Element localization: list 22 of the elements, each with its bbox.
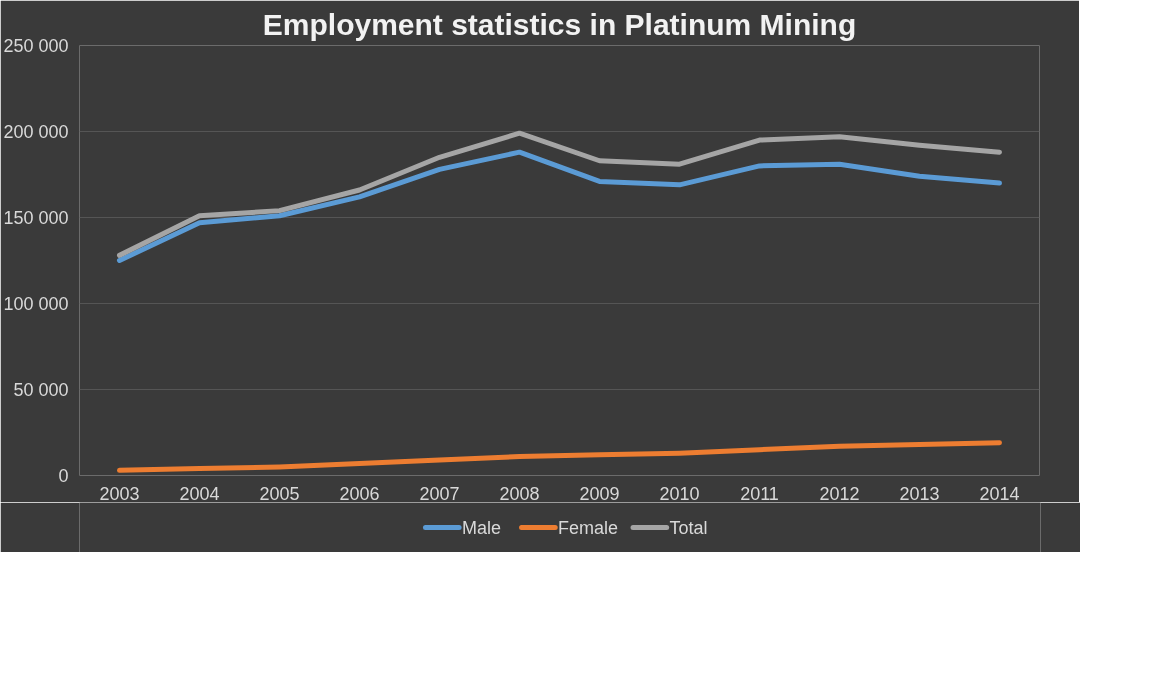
x-tick-label: 2008 <box>499 483 540 504</box>
x-tick-label: 2011 <box>740 483 779 504</box>
x-tick-label: 2014 <box>979 483 1020 504</box>
x-tick-label: 2006 <box>339 483 380 504</box>
chart-title: Employment statistics in Platinum Mining <box>262 7 857 41</box>
x-tick-label: 2009 <box>579 483 620 504</box>
y-tick-label: 50 000 <box>13 379 69 400</box>
x-tick-label: 2012 <box>819 483 860 504</box>
legend-label: Male <box>461 517 501 538</box>
x-tick-label: 2003 <box>99 483 140 504</box>
x-tick-label: 2013 <box>899 483 940 504</box>
x-tick-label: 2007 <box>419 483 460 504</box>
x-tick-label: 2004 <box>179 483 220 504</box>
legend-label: Total <box>669 517 708 538</box>
y-tick-label: 100 000 <box>3 293 69 314</box>
legend-label: Female <box>558 517 619 538</box>
y-tick-label: 150 000 <box>3 207 69 228</box>
x-tick-label: 2010 <box>659 483 700 504</box>
y-tick-label: 0 <box>58 465 69 486</box>
y-tick-label: 250 000 <box>3 35 69 56</box>
y-tick-label: 200 000 <box>3 121 69 142</box>
x-tick-label: 2005 <box>259 483 300 504</box>
